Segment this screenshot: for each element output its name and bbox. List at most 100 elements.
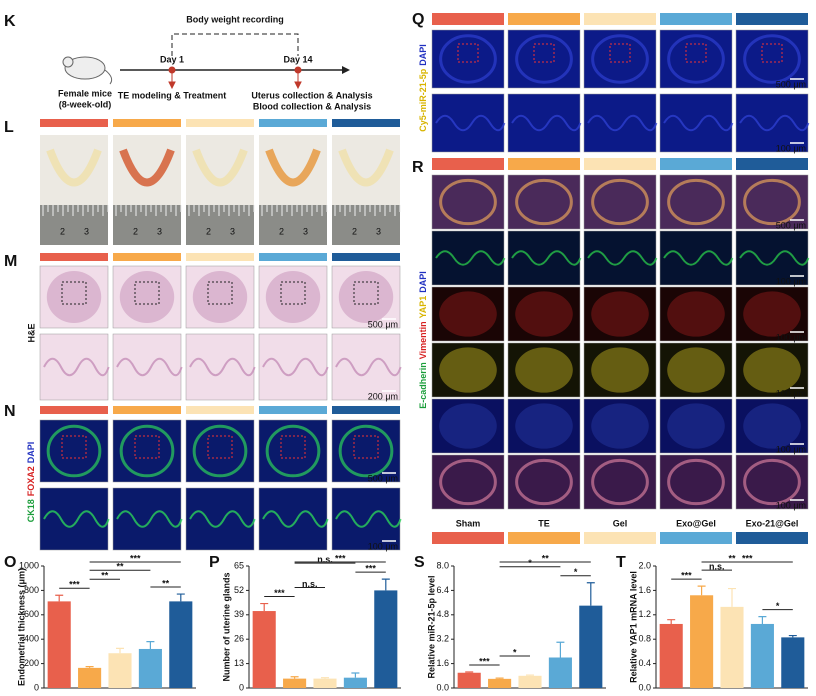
sig-label: *** xyxy=(365,564,376,574)
stain-name: E-cadherin xyxy=(418,362,428,409)
image-tile xyxy=(659,454,733,510)
error-bar xyxy=(556,641,565,658)
sig-label: *** xyxy=(274,588,285,598)
image-tile xyxy=(431,174,505,230)
ruler-label: 3 xyxy=(157,226,162,236)
error-bar xyxy=(697,585,706,596)
day-label: Day 14 xyxy=(283,54,312,64)
image-tile xyxy=(39,333,109,401)
group-bar xyxy=(186,406,254,414)
group-bar xyxy=(113,406,181,414)
bar xyxy=(343,677,367,688)
axis-title: Relative YAP1 mRNA level xyxy=(628,571,638,683)
legend-swatch xyxy=(584,532,656,544)
image-tile xyxy=(39,419,109,483)
tissue xyxy=(663,114,734,132)
tissue xyxy=(739,250,810,266)
stain-name: DAPI xyxy=(418,271,428,293)
tissue xyxy=(591,34,649,84)
group-bar xyxy=(584,158,656,170)
y-tick-label: 52 xyxy=(234,585,244,595)
y-tick-label: 1.2 xyxy=(638,609,651,619)
tissue xyxy=(667,34,725,84)
tissue xyxy=(116,357,183,377)
y-tick-label: 39 xyxy=(234,609,244,619)
arrow xyxy=(342,66,350,74)
tissue xyxy=(591,403,649,449)
group-bar xyxy=(660,13,732,25)
tissue xyxy=(743,458,801,506)
stain-label: E-cadherin Vimentin YAP1 DAPI xyxy=(418,271,428,409)
roi-box xyxy=(280,281,306,305)
stain-name: CK18 xyxy=(26,499,36,522)
group-bar xyxy=(332,253,400,261)
tissue xyxy=(189,510,256,528)
panel-label: S xyxy=(414,554,425,571)
tissue xyxy=(189,357,256,377)
tissue xyxy=(439,34,497,84)
group-bar xyxy=(186,253,254,261)
image-tile xyxy=(583,174,657,230)
image-tile xyxy=(659,29,733,89)
tissue xyxy=(439,458,497,506)
group-bar xyxy=(332,406,400,414)
ruler xyxy=(332,205,400,245)
image-tile xyxy=(659,93,733,153)
image-tile xyxy=(659,174,733,230)
ruler xyxy=(259,205,327,245)
sig-label: ** xyxy=(542,553,550,563)
y-tick-label: 3.2 xyxy=(436,634,449,644)
tissue xyxy=(116,510,183,528)
tissue xyxy=(46,270,102,324)
tissue xyxy=(515,458,573,506)
sig-label: ** xyxy=(116,562,124,572)
tissue xyxy=(43,510,110,528)
group-bar xyxy=(432,158,504,170)
roi-box xyxy=(609,43,631,63)
sig-label: ** xyxy=(728,553,736,563)
roi-box xyxy=(134,281,160,305)
scale-label: 500 μm xyxy=(368,319,398,329)
image-tile xyxy=(431,230,505,286)
uterus xyxy=(46,148,102,187)
scale-label: 100 μm xyxy=(776,143,806,153)
roi-box xyxy=(207,435,233,459)
y-tick-label: 0 xyxy=(34,682,39,692)
step: TE modeling & Treatment xyxy=(118,90,227,100)
panel-label: O xyxy=(4,554,16,571)
bar xyxy=(108,653,132,688)
image-tile xyxy=(583,454,657,510)
scale-label: 100 μm xyxy=(776,444,806,454)
stain-name: FOXA2 xyxy=(26,466,36,496)
legend-label: TE xyxy=(538,518,550,528)
bar xyxy=(690,595,714,688)
stain-name: Vimentin xyxy=(418,321,428,359)
ruler-label: 3 xyxy=(84,226,89,236)
error-bar xyxy=(465,671,474,673)
error-bar xyxy=(351,672,360,678)
sig-label: n.s. xyxy=(317,555,333,565)
ruler-label: 2 xyxy=(206,226,211,236)
image-tile xyxy=(659,230,733,286)
group-bar xyxy=(113,119,181,127)
sig-label: *** xyxy=(479,656,490,666)
bracket-label: Body weight recording xyxy=(186,14,284,24)
bar xyxy=(518,675,542,688)
sig-label: ** xyxy=(101,571,109,581)
panel-label: K xyxy=(4,13,16,30)
y-tick-label: 6.4 xyxy=(436,585,449,595)
image-tile xyxy=(112,333,182,401)
sig-label: * xyxy=(574,567,578,577)
scale-label: 200 μm xyxy=(368,391,398,401)
roi-box xyxy=(61,435,87,459)
tissue xyxy=(435,114,506,132)
bar xyxy=(579,605,603,688)
image-tile xyxy=(583,29,657,89)
sig-label: * xyxy=(528,558,532,568)
legend-swatch xyxy=(432,532,504,544)
tissue xyxy=(119,270,175,324)
image-tile xyxy=(507,174,581,230)
tissue xyxy=(338,270,394,324)
roi-box xyxy=(61,281,87,305)
y-tick-label: 0 xyxy=(239,682,244,692)
